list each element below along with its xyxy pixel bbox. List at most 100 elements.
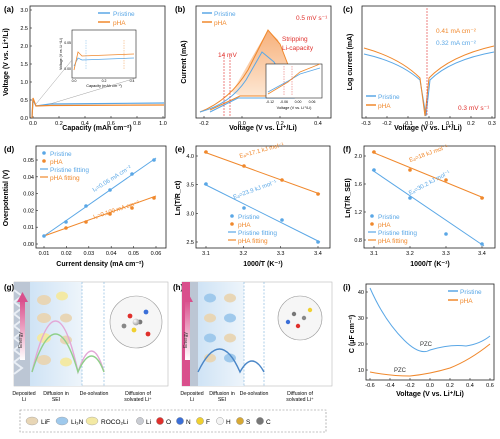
inset: -0.12 -0.06 0.00 0.06 Voltage (V vs. Li⁺… [265,63,323,110]
pha-fit-line [43,195,157,237]
x-tick-label: 0.6 [107,121,115,127]
inset-ytick: 0.00 [64,67,71,71]
legend-pha: pHA [460,298,473,305]
y-axis-label: Log current (mA) [347,34,354,91]
stage-label: Li [22,397,26,403]
zoom-line [35,59,73,105]
stage-label: De-solvation [80,391,109,397]
legend-fit-pristine: Pristine fitting [50,167,89,174]
y-tick-label: 30 [358,316,364,322]
x-tick-label: -0.1 [403,121,412,127]
legend-pristine: Pristine [214,11,236,18]
x-tick-label: 0.2 [446,383,454,389]
y-tick-label: 1.2 [354,210,362,216]
x-tick-label: -0.3 [361,121,370,127]
legend-label: S [246,419,251,426]
x-tick-label: 3.4 [478,251,486,257]
i0-pha: I₀=0.100 mA cm⁻² [93,200,140,220]
x-ticks: -0.2 0.0 0.2 0.4 [199,116,322,127]
x-tick-label: 0.0 [238,121,246,127]
x-tick-label: 0.4 [466,383,474,389]
scan-rate: 0.5 mV s⁻¹ [296,15,328,22]
zoom-line [49,77,137,105]
y-tick-label: 4.0 [186,154,194,160]
plot-frame [361,5,496,119]
sphere-yellow-icon [196,417,204,425]
oval-beige-icon [25,416,39,426]
y-tick-label: 0.5 [20,98,28,104]
pristine-fit-line [371,169,485,247]
panel-letter: (c) [343,5,353,14]
panel-letter: (f) [343,145,351,154]
energy-label: Energy [18,332,24,348]
stage-label: Diffusion of [125,391,151,397]
plot-frame [29,5,166,119]
y-tick-label: 0.02 [23,208,34,214]
stripping-label: Li-capacity [282,45,314,52]
x-tick-label: 0.05 [128,251,139,257]
sei-particles [37,291,72,367]
inset: Voltage (V vs. Li⁺/Li) Capacity (mAh cm⁻… [59,29,137,88]
pristine-curve [31,97,165,119]
inset-xtick: -0.12 [266,100,274,104]
y-axis-label: C (μF cm⁻²) [349,315,356,353]
stage-label: SEI [218,397,226,403]
x-tick-label: 0.3 [488,121,496,127]
inset-y-label: Voltage (V vs. Li⁺/Li) [59,38,63,70]
x-tick-label: 0.2 [55,121,63,127]
sphere-blue-icon [176,417,184,425]
legend-pha: pHA [378,222,391,229]
pha-curve [31,97,165,119]
x-tick-label: 0.02 [61,251,72,257]
pha-fit-line [371,151,485,199]
legend-item-lif: LiF [25,416,50,426]
legend-pha: pHA [238,222,251,229]
pha-points [64,196,156,230]
y-tick-label: 0.0 [20,116,28,122]
inset-xtick: 0.06 [309,100,316,104]
energy-barrier [31,320,105,375]
pha-fit-line [203,151,321,195]
x-tick-label: 0.06 [151,251,162,257]
legend-fit-pha: pHA fitting [50,175,80,182]
inset-xtick: 0.00 [295,100,302,104]
x-tick-label: 3.3 [442,251,450,257]
y-tick-label: 2.5 [186,240,194,246]
energy-barrier-alt [31,333,105,375]
y-ticks: 10 20 30 40 [358,290,368,374]
inset-xtick: 0.4 [130,79,135,83]
y-axis-label: Overpotential (V) [3,170,10,226]
x-axis-label: Voltage (V vs. Li⁺/Li) [229,125,297,132]
stage-label: SEI [52,397,60,403]
legend-pristine: Pristine [238,214,260,221]
plot-frame [363,145,496,249]
legend-pha: pHA [50,159,63,166]
y-ticks: 0.00 0.01 0.02 0.03 0.04 0.05 [23,158,38,248]
panel-letter: (g) [4,283,15,292]
legend-label: O [166,419,171,426]
i0-pristine: I₀=0.06 mA cm⁻² [92,165,133,194]
x-ticks: 3.1 3.2 3.3 3.4 [370,246,486,257]
legend-pha: pHA [378,103,391,110]
x-tick-label: -0.6 [365,383,374,389]
legend-item-rocoli: ROCO₂Li [85,416,128,426]
stage-label: Deposited [12,391,35,397]
current-pristine: 0.32 mA cm⁻² [436,40,477,47]
legend-pristine: Pristine [460,289,482,296]
y-axis-label: Voltage (V vs. Li⁺/Li) [3,28,10,96]
y-tick-label: 10 [358,368,364,374]
y-tick-label: 3.5 [186,183,194,189]
inset-xtick: 0.0 [72,79,77,83]
inset-x-label: Voltage (V vs. Li⁺/Li) [277,106,312,110]
x-axis-label: Voltage (V vs. Li⁺/Li) [396,391,464,398]
inset-xtick: 0.2 [102,79,107,83]
x-tick-label: 3.4 [314,251,322,257]
y-tick-label: 2.0 [20,44,28,50]
pzc-pha: PZC [394,368,407,374]
species-legend-box [19,409,327,433]
legend-item-n: N [176,417,191,426]
legend-item-li: Li [136,417,151,426]
stripping-label: Stripping [282,36,308,43]
x-ticks: 3.1 3.2 3.3 3.4 [202,246,322,257]
